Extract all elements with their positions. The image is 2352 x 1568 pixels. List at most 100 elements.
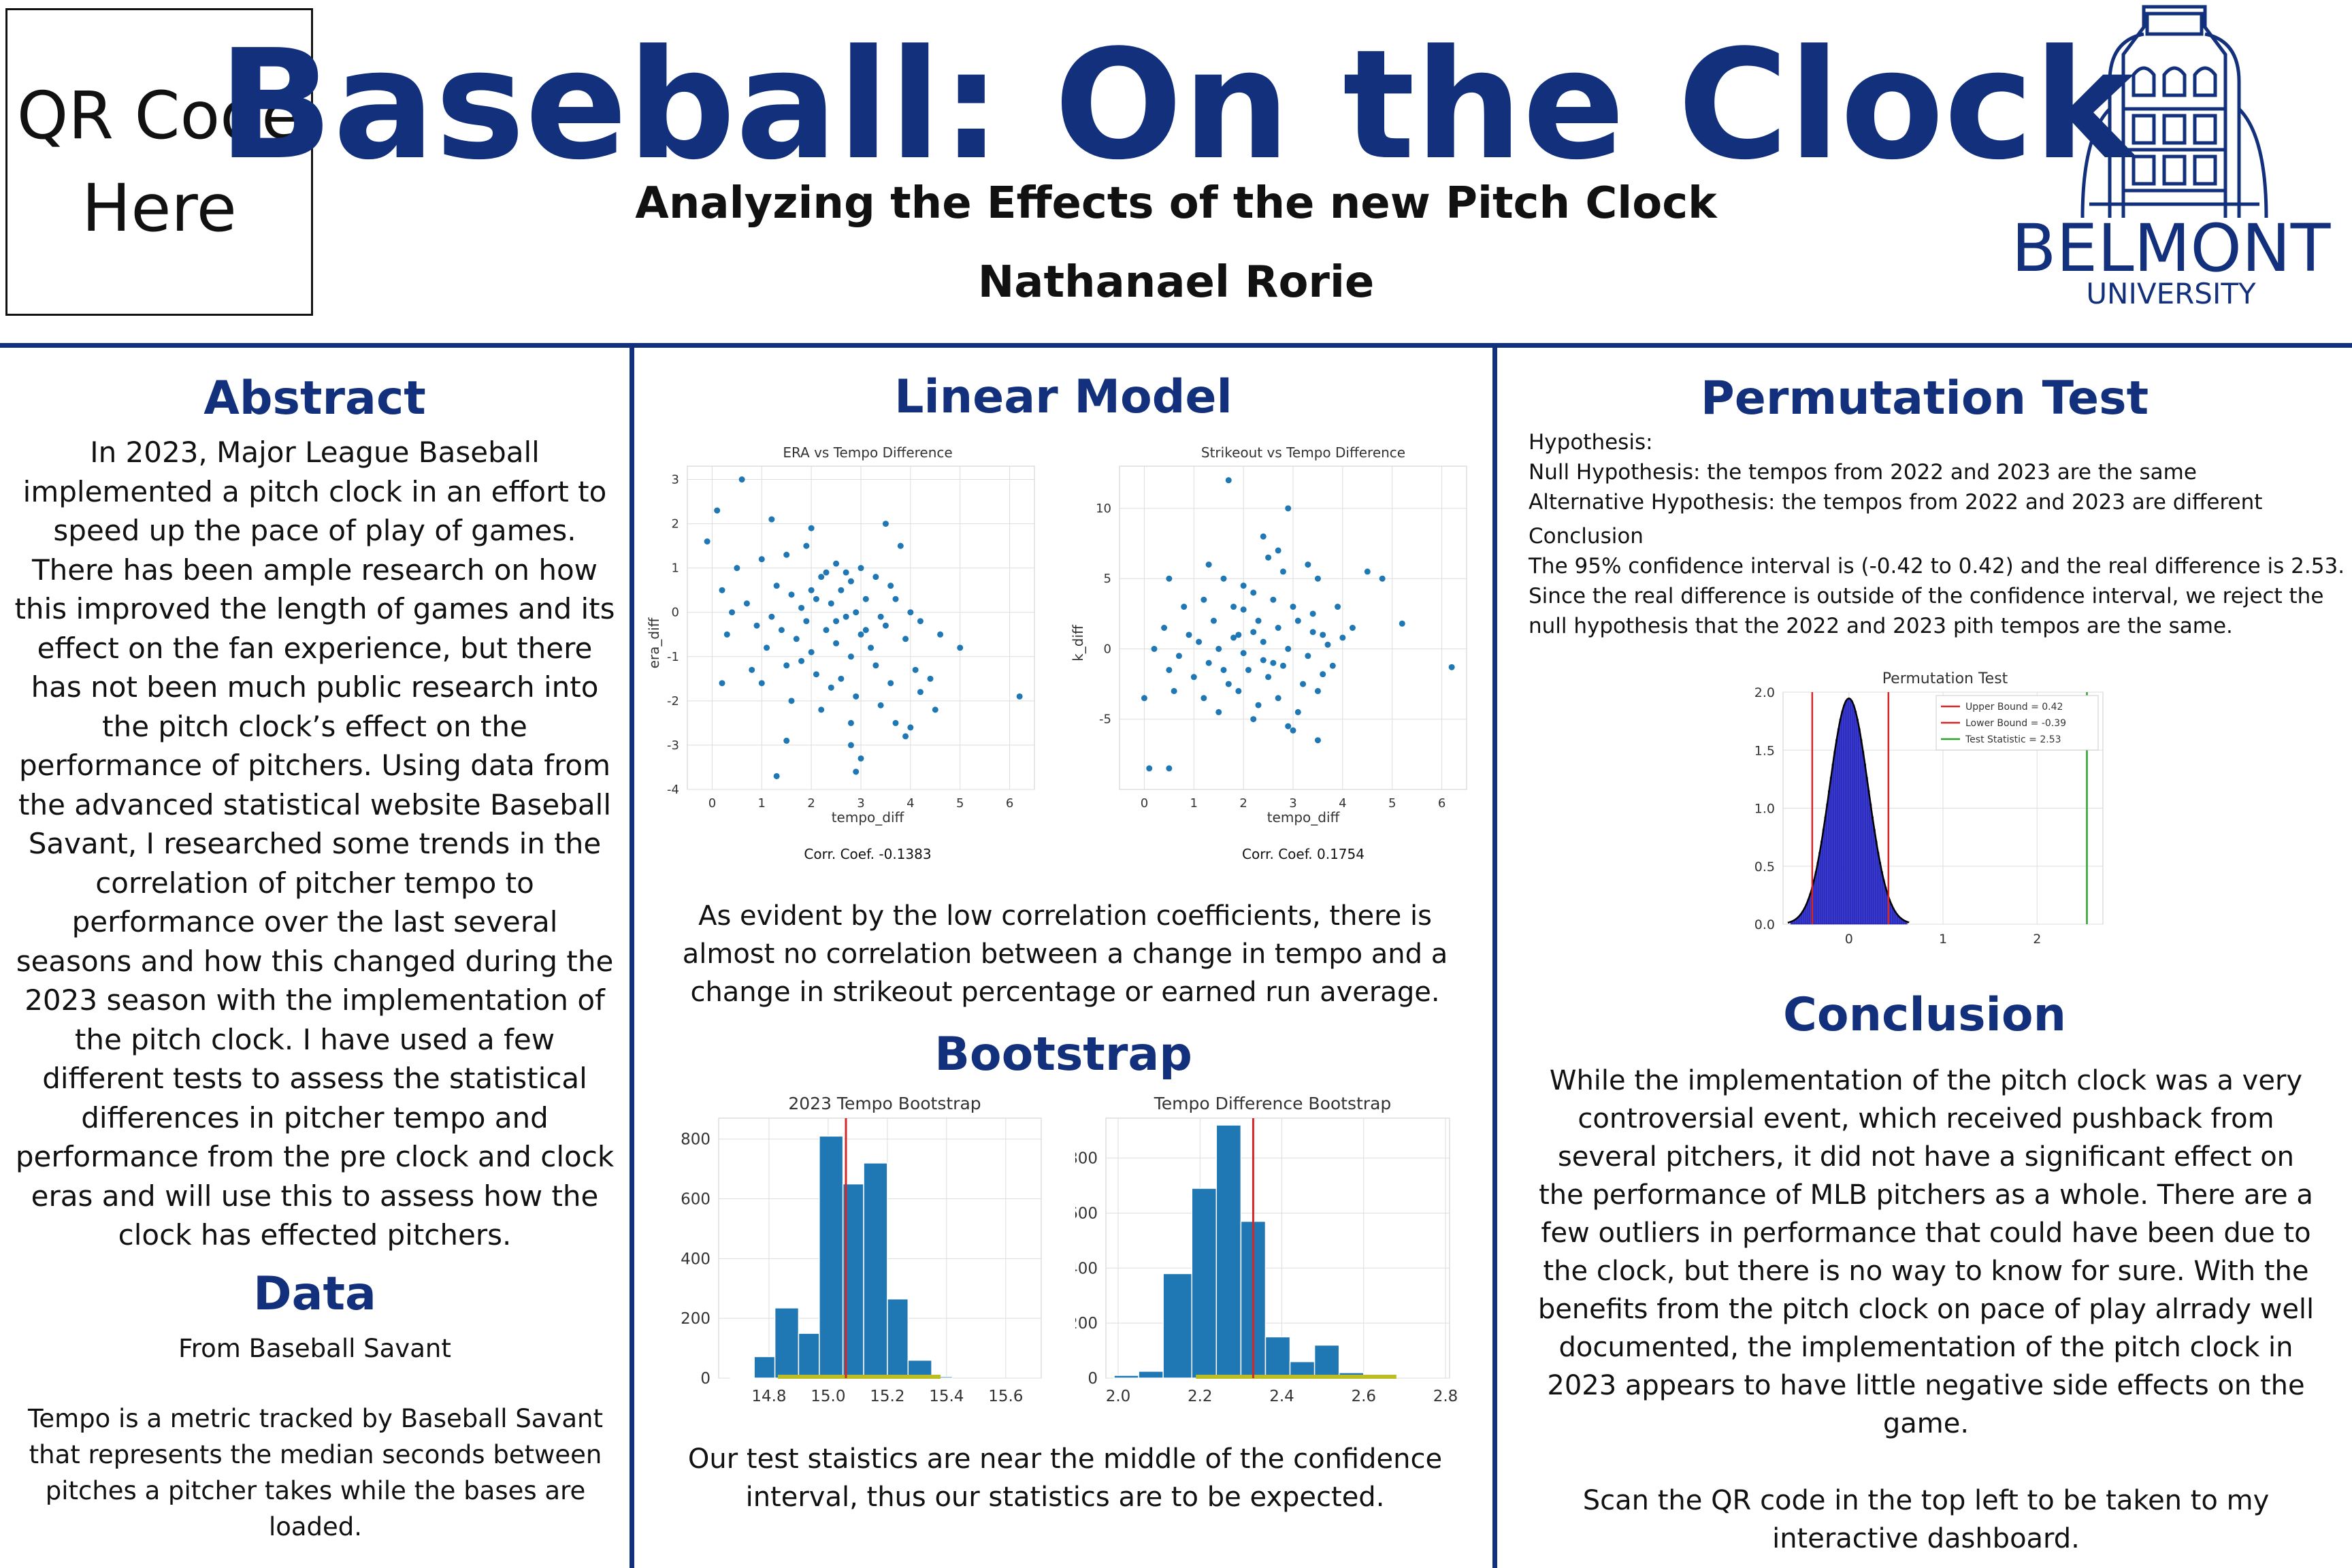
data-point [783, 662, 790, 669]
histogram-bar [1880, 871, 1883, 925]
data-point [1250, 589, 1257, 596]
tempo-difference-bootstrap-chart: Tempo Difference Bootstrap 2.0 2.2 2.4 2.6 2… [1075, 1094, 1458, 1405]
permutation-heading: Permutation Test [1700, 372, 2149, 425]
poster-title: Baseball: On the Clock [218, 18, 2134, 193]
legend: Upper Bound = 0.42 Lower Bound = -0.39 Tes… [1936, 695, 2099, 751]
data-point [1245, 666, 1252, 673]
data-point [1190, 674, 1197, 681]
correlation-label: Corr. Coef. 0.1754 [1242, 846, 1365, 862]
y-tick-label: 600 [1075, 1205, 1098, 1222]
x-tick-label: 5 [956, 796, 964, 811]
y-tick-label: 200 [681, 1310, 710, 1328]
histogram-bar [1824, 816, 1827, 925]
data-point [753, 622, 760, 629]
y-tick-label: 0 [672, 606, 679, 620]
y-tick-label: 2.0 [1754, 685, 1775, 700]
y-tick-label: 800 [1075, 1150, 1098, 1168]
histogram-bar [819, 1135, 844, 1379]
histogram-bar [1869, 803, 1872, 925]
data-point [1200, 596, 1207, 603]
x-axis-label: tempo_diff [1267, 809, 1341, 826]
histogram-bar [1138, 1371, 1164, 1379]
data-point [897, 542, 904, 549]
chart-title: Tempo Difference Bootstrap [1154, 1094, 1392, 1113]
data-point [1171, 687, 1177, 694]
x-tick-label: 2 [2033, 932, 2041, 946]
data-point [1294, 617, 1301, 624]
data-point [1141, 695, 1147, 702]
histogram-bar [1861, 751, 1865, 925]
data-point [902, 636, 909, 642]
data-point [1290, 604, 1296, 610]
x-tick-label: 15.2 [870, 1388, 904, 1405]
histogram-bar [1844, 700, 1848, 925]
data-point [768, 516, 775, 523]
histogram-bar [1848, 698, 1851, 925]
data-point [1240, 606, 1247, 613]
data-point [1265, 674, 1272, 681]
belmont-logo: BELMONT UNIVERSITY [2008, 0, 2334, 320]
qr-code-placeholder[interactable]: QR Code Here [5, 8, 313, 316]
data-point [749, 666, 755, 673]
data-point [823, 569, 830, 576]
data-point [723, 631, 730, 638]
histogram-bar [1826, 803, 1829, 925]
histogram-bar [1858, 728, 1861, 925]
y-tick-label: 0 [700, 1370, 710, 1388]
legend-entry: Lower Bound = -0.39 [1965, 718, 2066, 729]
histogram-bar [1162, 1273, 1193, 1379]
conclusion-label: Conclusion [1529, 524, 1644, 549]
data-point [1151, 645, 1158, 652]
bootstrap-caption: Our test staistics are near the middle o… [687, 1443, 1443, 1513]
data-point [1314, 737, 1321, 744]
data-point [1186, 632, 1192, 638]
y-tick-label: 0.5 [1754, 860, 1775, 875]
histogram-bar [1835, 739, 1838, 925]
tempo-bootstrap-chart: 2023 Tempo Bootstrap 14.8 15.0 15.2 15.4 15.… [681, 1094, 1042, 1405]
data-point [1275, 695, 1281, 702]
y-tick-label: 3 [672, 473, 679, 487]
histogram-bar [1812, 879, 1816, 925]
data-point [853, 768, 860, 775]
histogram-bar [1884, 887, 1887, 925]
conclusion-text: While the implementation of the pitch cl… [1537, 1065, 2315, 1439]
data-point [847, 742, 854, 749]
data-point [1329, 662, 1336, 669]
histogram-bar [1313, 1344, 1340, 1379]
data-point [808, 525, 815, 532]
histogram-bar [1865, 777, 1868, 925]
data-point [788, 591, 795, 598]
data-point [828, 684, 834, 691]
bootstrap-heading: Bootstrap [934, 1028, 1192, 1081]
data-point [847, 719, 854, 726]
data-point [892, 719, 899, 726]
data-source: From Baseball Savant [178, 1334, 451, 1363]
column-divider-right [1492, 347, 1497, 1568]
data-point [1146, 765, 1153, 772]
data-point [1290, 727, 1296, 734]
data-point [734, 565, 740, 572]
data-point [1260, 657, 1267, 664]
data-point [1309, 610, 1316, 617]
data-point [808, 587, 815, 593]
data-point [1250, 629, 1257, 636]
y-tick-label: 1.5 [1754, 743, 1775, 758]
alternative-hypothesis: Alternative Hypothesis: the tempos from … [1529, 490, 2263, 514]
histogram-bar [1854, 710, 1857, 925]
data-point [847, 578, 854, 585]
chart-title: Permutation Test [1882, 670, 2008, 687]
data-point [1349, 625, 1356, 631]
data-point [1205, 561, 1212, 568]
abstract-text: In 2023, Major League Baseball implement… [14, 436, 615, 1252]
y-tick-label: -1 [667, 650, 679, 664]
histogram-bar [1191, 1188, 1218, 1379]
histogram-bar [1860, 739, 1863, 925]
x-tick-label: 1 [1939, 932, 1947, 946]
y-tick-label: 0 [1104, 642, 1111, 656]
data-point [882, 622, 889, 629]
hypothesis-label: Hypothesis: [1529, 430, 1653, 455]
linear-model-heading: Linear Model [894, 370, 1232, 424]
data-point [1285, 645, 1292, 652]
histogram-bar [1818, 851, 1821, 925]
data-point [813, 671, 819, 678]
